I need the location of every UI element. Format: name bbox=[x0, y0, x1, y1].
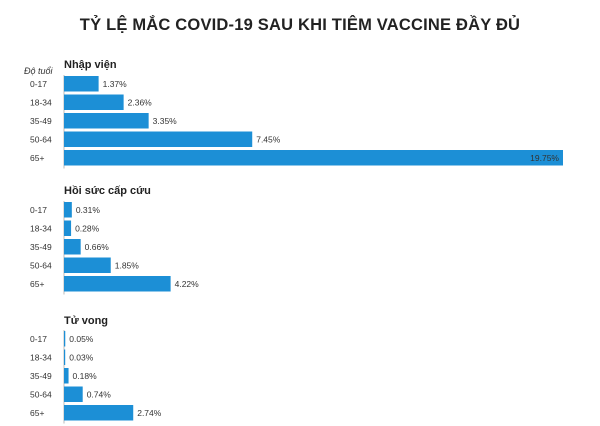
value-label: 0.05% bbox=[69, 334, 94, 344]
category-label: 35-49 bbox=[30, 371, 52, 381]
category-label: 50-64 bbox=[30, 134, 52, 144]
category-label: 50-64 bbox=[30, 389, 52, 399]
value-label: 19.75% bbox=[530, 153, 559, 163]
category-label: 50-64 bbox=[30, 260, 52, 270]
value-label: 0.31% bbox=[76, 205, 101, 215]
value-label: 0.03% bbox=[69, 352, 94, 362]
bar-tu-vong-18-34 bbox=[64, 349, 66, 365]
value-label: 0.18% bbox=[73, 371, 98, 381]
section-tu-vong: Tử vong 0-17 0.05% 18-34 0.03% 35-49 0.18% 50-6… bbox=[30, 315, 162, 424]
bar-tu-vong-65+ bbox=[64, 405, 134, 421]
bar-hoi-suc-cap-cuu-65+ bbox=[64, 276, 171, 292]
bar-nhap-vien-35-49 bbox=[64, 113, 149, 129]
bar-tu-vong-35-49 bbox=[64, 368, 69, 384]
axis-caption: Độ tuổi bbox=[24, 66, 54, 76]
category-label: 18-34 bbox=[30, 97, 52, 107]
category-label: 35-49 bbox=[30, 116, 52, 126]
value-label: 4.22% bbox=[175, 279, 200, 289]
bar-hoi-suc-cap-cuu-50-64 bbox=[64, 257, 111, 273]
category-label: 18-34 bbox=[30, 223, 52, 233]
category-label: 0-17 bbox=[30, 205, 47, 215]
chart-title: TỶ LỆ MẮC COVID-19 SAU KHI TIÊM VACCINE … bbox=[80, 15, 520, 34]
value-label: 1.37% bbox=[103, 79, 128, 89]
section-title-tu-vong: Tử vong bbox=[64, 315, 108, 327]
section-nhap-vien: Nhập viện 0-17 1.37% 18-34 2.36% 35-49 3.35% 50… bbox=[30, 59, 563, 169]
category-label: 35-49 bbox=[30, 242, 52, 252]
value-label: 0.74% bbox=[87, 389, 112, 399]
category-label: 65+ bbox=[30, 153, 44, 163]
section-title-nhap-vien: Nhập viện bbox=[64, 59, 117, 71]
category-label: 18-34 bbox=[30, 352, 52, 362]
value-label: 3.35% bbox=[153, 116, 178, 126]
value-label: 0.28% bbox=[75, 223, 100, 233]
value-label: 2.36% bbox=[128, 97, 153, 107]
category-label: 0-17 bbox=[30, 334, 47, 344]
bar-tu-vong-0-17 bbox=[64, 331, 66, 347]
section-hoi-suc-cap-cuu: Hồi sức cấp cứu 0-17 0.31% 18-34 0.28% 35-49 0… bbox=[30, 185, 199, 295]
value-label: 0.66% bbox=[85, 242, 110, 252]
value-label: 1.85% bbox=[115, 260, 140, 270]
category-label: 65+ bbox=[30, 408, 44, 418]
category-label: 0-17 bbox=[30, 79, 47, 89]
bar-tu-vong-50-64 bbox=[64, 386, 83, 402]
bar-hoi-suc-cap-cuu-35-49 bbox=[64, 239, 81, 255]
chart-sections: Nhập viện 0-17 1.37% 18-34 2.36% 35-49 3.35% 50… bbox=[30, 59, 563, 424]
bar-hoi-suc-cap-cuu-18-34 bbox=[64, 220, 72, 236]
bar-nhap-vien-65+ bbox=[64, 150, 563, 166]
bar-nhap-vien-0-17 bbox=[64, 76, 99, 92]
value-label: 2.74% bbox=[137, 408, 162, 418]
category-label: 65+ bbox=[30, 279, 44, 289]
bar-nhap-vien-50-64 bbox=[64, 131, 253, 147]
value-label: 7.45% bbox=[256, 134, 281, 144]
bar-hoi-suc-cap-cuu-0-17 bbox=[64, 202, 72, 218]
bar-nhap-vien-18-34 bbox=[64, 94, 124, 110]
section-title-hoi-suc-cap-cuu: Hồi sức cấp cứu bbox=[64, 185, 151, 197]
